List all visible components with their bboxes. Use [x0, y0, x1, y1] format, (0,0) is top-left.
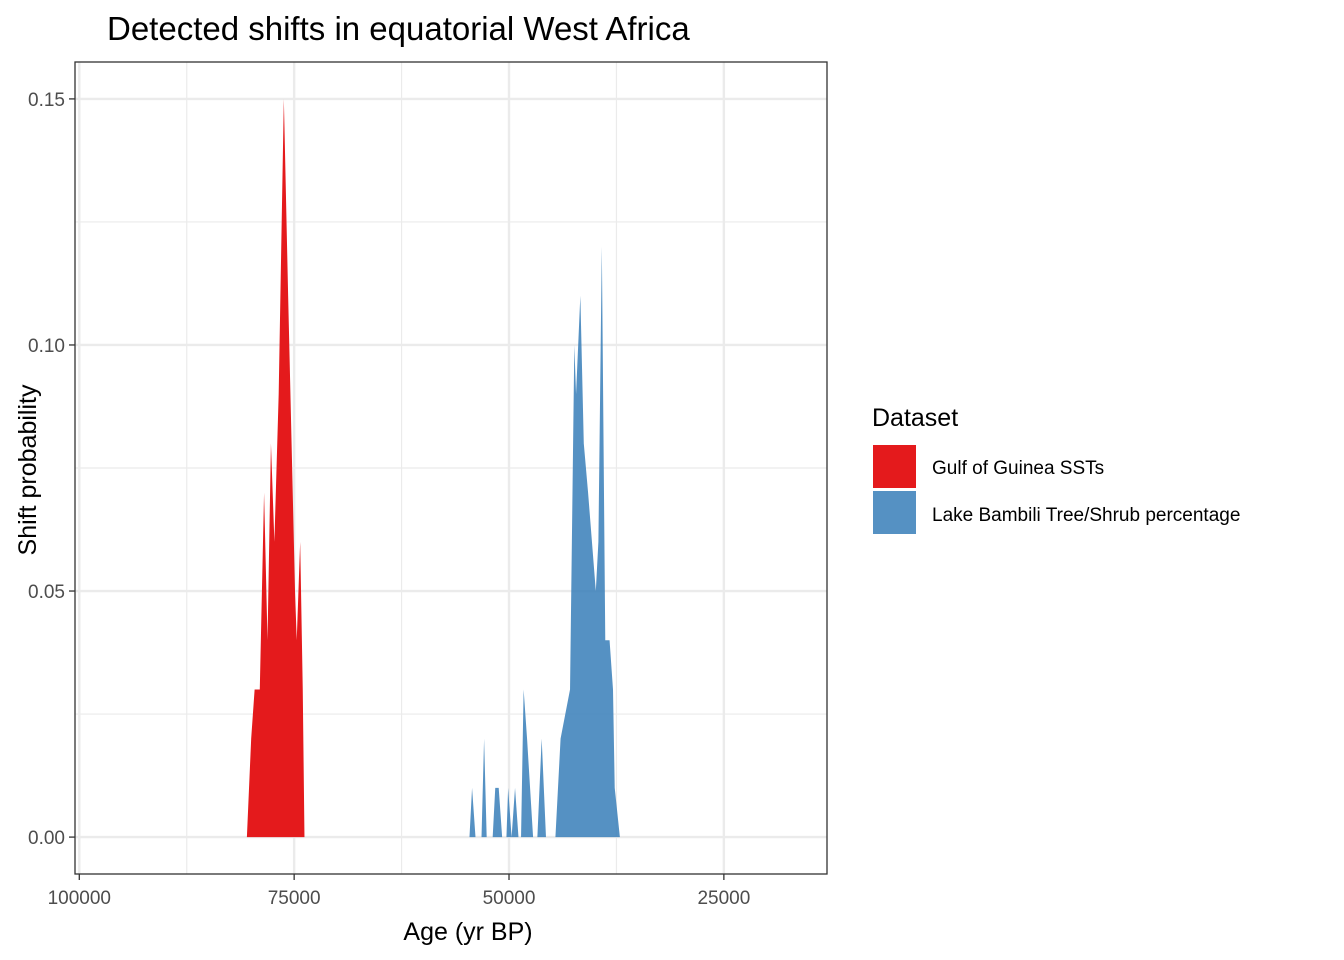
x-axis-title: Age (yr BP) — [403, 918, 532, 946]
grid-major — [75, 62, 827, 874]
legend-swatch-lake-bambili — [873, 491, 916, 534]
y-tick-label: 0.15 — [28, 90, 65, 111]
legend-title: Dataset — [872, 404, 958, 432]
plot-border — [74, 61, 828, 875]
y-tick-label: 0.00 — [28, 828, 65, 849]
series-areas — [246, 98, 620, 838]
y-axis-title: Shift probability — [14, 384, 42, 555]
y-tick-label: 0.10 — [28, 336, 65, 357]
chart-title: Detected shifts in equatorial West Afric… — [107, 10, 690, 47]
y-axis: 0.00 0.05 0.10 0.15 — [28, 90, 75, 849]
legend-label-gulf-of-guinea: Gulf of Guinea SSTs — [932, 458, 1104, 479]
grid-minor — [75, 62, 827, 874]
x-tick-label: 25000 — [697, 888, 750, 909]
legend-label-lake-bambili: Lake Bambili Tree/Shrub percentage — [932, 505, 1240, 526]
x-tick-label: 100000 — [48, 888, 111, 909]
legend: Dataset Gulf of Guinea SSTs Lake Bambili… — [872, 404, 1240, 534]
x-axis: 100000 75000 50000 25000 — [48, 874, 750, 909]
series-area-0 — [246, 98, 305, 838]
y-tick-label: 0.05 — [28, 582, 65, 603]
x-tick-label: 50000 — [483, 888, 536, 909]
legend-swatch-gulf-of-guinea — [873, 445, 916, 488]
series-area-1 — [469, 246, 620, 838]
x-tick-label: 75000 — [268, 888, 321, 909]
